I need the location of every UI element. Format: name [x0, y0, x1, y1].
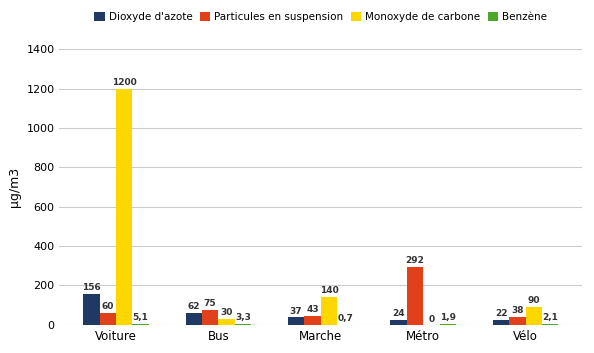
Text: 2,1: 2,1: [542, 313, 558, 322]
Bar: [542, 324, 558, 325]
Text: 62: 62: [188, 301, 200, 311]
Bar: [321, 297, 337, 325]
Text: 5,1: 5,1: [132, 313, 148, 322]
Bar: [493, 321, 509, 325]
Text: 1200: 1200: [112, 78, 137, 87]
Text: 3,3: 3,3: [235, 313, 251, 322]
Text: 140: 140: [320, 286, 339, 295]
Bar: [219, 319, 235, 325]
Bar: [83, 294, 100, 325]
Text: 156: 156: [82, 283, 101, 292]
Text: 75: 75: [204, 299, 216, 308]
Text: 0,7: 0,7: [337, 314, 353, 323]
Bar: [100, 313, 116, 325]
Text: 38: 38: [511, 306, 524, 315]
Text: 37: 37: [290, 306, 302, 316]
Bar: [509, 317, 526, 325]
Bar: [440, 324, 456, 325]
Text: 22: 22: [495, 310, 507, 318]
Text: 292: 292: [406, 256, 425, 265]
Y-axis label: µg/m3: µg/m3: [8, 167, 21, 207]
Text: 24: 24: [392, 309, 405, 318]
Bar: [202, 310, 219, 325]
Bar: [132, 324, 148, 325]
Bar: [116, 89, 132, 325]
Legend: Dioxyde d'azote, Particules en suspension, Monoxyde de carbone, Benzène: Dioxyde d'azote, Particules en suspensio…: [94, 12, 547, 22]
Text: 60: 60: [102, 302, 114, 311]
Bar: [235, 324, 251, 325]
Bar: [288, 317, 304, 325]
Bar: [304, 316, 321, 325]
Text: 1,9: 1,9: [440, 313, 456, 322]
Text: 90: 90: [527, 296, 540, 305]
Bar: [407, 267, 423, 325]
Text: 30: 30: [220, 308, 233, 317]
Bar: [185, 312, 202, 325]
Bar: [390, 320, 407, 325]
Bar: [526, 307, 542, 325]
Text: 43: 43: [307, 305, 319, 314]
Text: 0: 0: [428, 315, 434, 324]
